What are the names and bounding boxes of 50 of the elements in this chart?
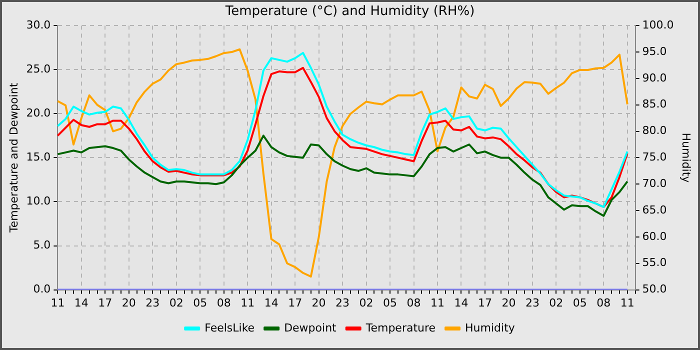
x-tick-label: 11	[50, 296, 65, 310]
x-tick-label: 05	[383, 296, 398, 310]
chart-title: Temperature (°C) and Humidity (RH%)	[224, 4, 475, 20]
y2-tick-label: 75.0	[642, 150, 667, 164]
x-tick-label: 17	[478, 296, 492, 310]
y-tick-label: 0.0	[33, 282, 51, 296]
y2-tick-label: 100.0	[642, 18, 674, 32]
x-tick-label: 17	[98, 296, 112, 310]
x-tick-label: 17	[288, 296, 302, 310]
x-tick-label: 05	[572, 296, 587, 310]
x-tick-label: 11	[430, 296, 444, 310]
x-tick-label: 23	[525, 296, 540, 310]
x-tick-label: 14	[264, 296, 278, 310]
y2-tick-label: 80.0	[642, 124, 667, 138]
x-tick-label: 02	[549, 296, 564, 310]
x-tick-label: 20	[312, 296, 326, 310]
legend-label: Temperature	[364, 321, 436, 334]
x-tick-label: 08	[406, 296, 421, 310]
y-tick-label: 10.0	[26, 194, 51, 208]
y2-tick-label: 55.0	[642, 256, 667, 270]
x-tick-label: 14	[74, 296, 88, 310]
y2-tick-label: 60.0	[642, 230, 667, 243]
x-tick-label: 14	[454, 296, 468, 310]
y2-axis-title: Humidity	[680, 132, 693, 184]
x-tick-label: 20	[502, 296, 516, 310]
y-tick-label: 5.0	[33, 238, 51, 252]
x-tick-label: 08	[596, 296, 611, 310]
x-tick-label: 20	[122, 296, 136, 310]
y2-tick-label: 70.0	[642, 176, 667, 190]
x-tick-label: 23	[336, 296, 350, 310]
legend-label: Dewpoint	[284, 321, 338, 334]
y2-tick-label: 90.0	[642, 71, 667, 84]
x-tick-label: 23	[146, 296, 160, 310]
legend-label: Humidity	[465, 321, 516, 334]
legend-label: FeelsLike	[204, 321, 255, 334]
y2-tick-label: 95.0	[642, 44, 667, 58]
y2-tick-label: 50.0	[642, 282, 667, 296]
y-tick-label: 15.0	[26, 150, 51, 164]
x-tick-label: 11	[240, 296, 255, 310]
y-tick-label: 20.0	[26, 106, 51, 120]
y-tick-label: 30.0	[26, 18, 51, 32]
x-tick-label: 08	[216, 296, 231, 310]
x-tick-label: 05	[193, 296, 208, 310]
y-axis-title: Temperature and Dewpoint	[7, 82, 20, 234]
y2-tick-label: 85.0	[642, 98, 667, 111]
x-tick-label: 11	[620, 296, 634, 310]
x-tick-label: 02	[169, 296, 184, 310]
y-tick-label: 25.0	[26, 62, 51, 76]
x-tick-label: 02	[359, 296, 374, 310]
y2-tick-label: 65.0	[642, 203, 667, 216]
